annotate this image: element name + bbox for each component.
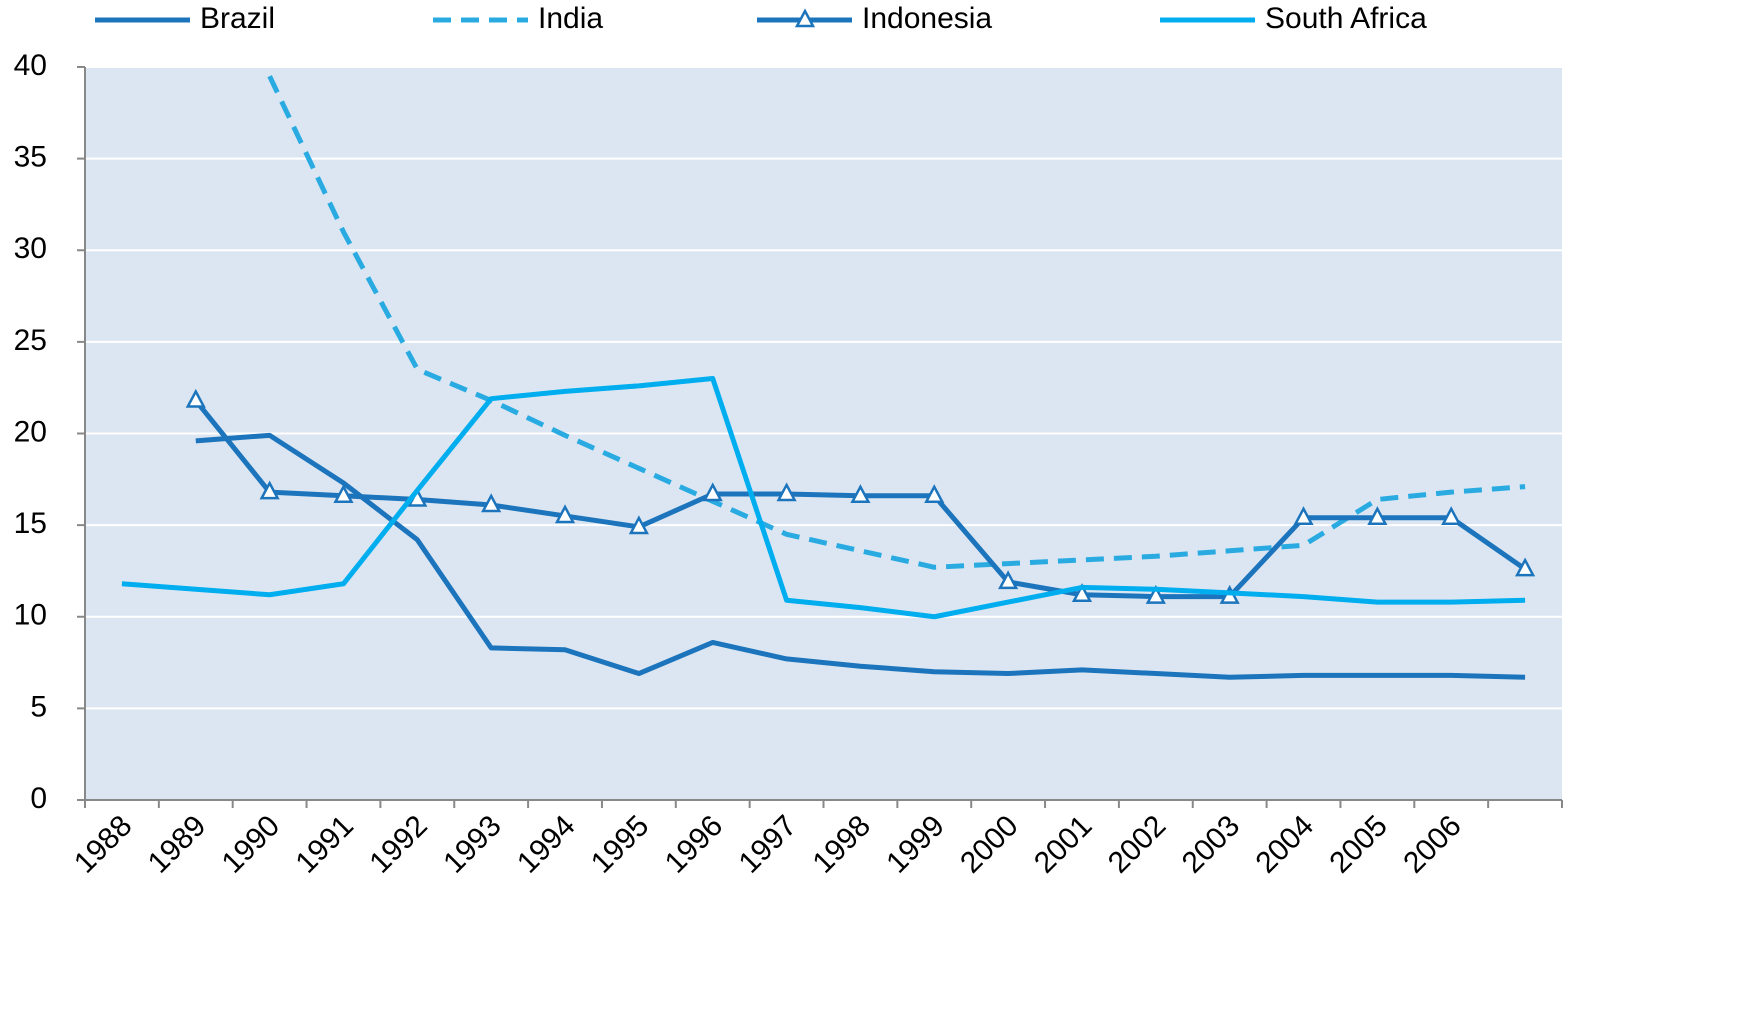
x-tick-label: 1999 — [880, 809, 951, 880]
x-tick-label: 1988 — [68, 809, 139, 880]
marker — [924, 484, 945, 504]
marker — [1293, 506, 1314, 526]
x-tick-label: 2006 — [1397, 809, 1468, 880]
marker — [481, 493, 502, 513]
x-tick-label: 2005 — [1323, 809, 1394, 880]
x-tick-label: 1995 — [585, 809, 656, 880]
series-line — [267, 75, 1526, 570]
x-tick-label: 2004 — [1250, 809, 1321, 880]
x-tick-label: 2003 — [1176, 809, 1247, 880]
y-tick-label: 40 — [14, 49, 47, 82]
y-tick-label: 15 — [14, 507, 47, 540]
marker — [850, 484, 871, 504]
x-tick-label: 1996 — [659, 809, 730, 880]
marker — [628, 515, 649, 535]
x-tick-label: 1989 — [142, 809, 213, 880]
x-tick-label: 1991 — [289, 809, 360, 880]
legend-label: South Africa — [1265, 2, 1427, 35]
x-tick-label: 2000 — [954, 809, 1025, 880]
x-tick-label: 1993 — [437, 809, 508, 880]
legend-label: Brazil — [200, 2, 275, 35]
x-tick-label: 1997 — [733, 809, 804, 880]
x-tick-label: 2001 — [1028, 809, 1099, 880]
y-tick-label: 0 — [30, 782, 47, 815]
x-tick-label: 2002 — [1102, 809, 1173, 880]
y-tick-label: 10 — [14, 599, 47, 632]
y-tick-label: 5 — [30, 690, 47, 723]
marker — [554, 504, 576, 524]
y-tick-label: 30 — [14, 232, 47, 265]
marker — [1367, 506, 1388, 526]
marker — [998, 570, 1019, 590]
marker — [1145, 584, 1166, 604]
marker — [1441, 506, 1462, 526]
marker — [1514, 557, 1536, 577]
y-tick-label: 35 — [14, 141, 47, 174]
x-tick-label: 1998 — [806, 809, 877, 880]
marker — [1071, 583, 1093, 603]
y-tick-label: 20 — [14, 415, 47, 448]
y-tick-label: 25 — [14, 324, 47, 357]
x-tick-label: 1990 — [216, 809, 287, 880]
marker — [185, 388, 206, 408]
x-tick-label: 1994 — [511, 809, 582, 880]
legend-label: Indonesia — [862, 2, 992, 35]
legend-marker — [794, 8, 816, 28]
marker — [776, 482, 797, 502]
legend-label: India — [538, 2, 603, 35]
marker — [333, 484, 354, 504]
series-line — [195, 432, 1526, 680]
x-tick-label: 1992 — [363, 809, 434, 880]
marker — [702, 482, 723, 502]
marker — [259, 480, 280, 500]
series-line — [121, 376, 1526, 620]
